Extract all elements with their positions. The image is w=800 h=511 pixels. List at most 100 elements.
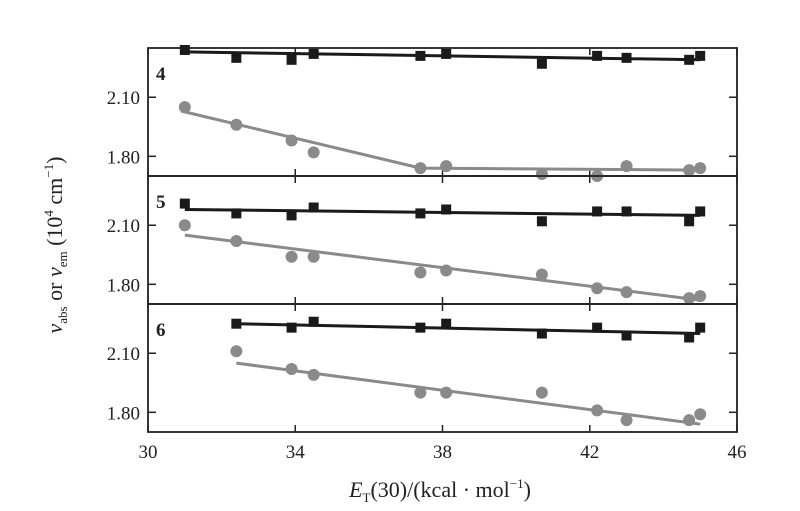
abs-data-point	[536, 58, 547, 69]
em-data-point	[620, 414, 633, 427]
abs-data-point	[441, 204, 452, 215]
y-title-sub-abs: abs	[55, 306, 70, 323]
x-tick-label: 38	[433, 442, 452, 463]
panel-5: 1.80 2.10 5	[107, 175, 738, 305]
abs-data-point	[621, 206, 632, 217]
x-title-sup: −1	[510, 476, 524, 491]
x-tick-label: 34	[286, 442, 306, 463]
abs-data-point	[415, 322, 426, 333]
em-data-point	[178, 101, 191, 114]
y-axis-title: νabs or νem (104 cm−1)	[41, 157, 70, 334]
abs-data-point	[592, 322, 603, 333]
x-title-rest: (30)/(kcal · mol	[370, 477, 509, 502]
abs-data-point	[536, 216, 547, 227]
abs-data-point	[621, 330, 632, 341]
y-title-or: or	[42, 277, 67, 306]
y-tick-label: 2.10	[107, 344, 140, 365]
y-title-nu-abs: ν	[42, 323, 67, 333]
em-data-point	[620, 160, 633, 173]
em-data-point	[230, 234, 243, 247]
x-title-main: E	[348, 477, 363, 502]
em-data-point	[683, 164, 696, 177]
abs-data-point	[684, 332, 695, 343]
em-data-point	[683, 292, 696, 305]
em-data-point	[535, 268, 548, 281]
em-data-point	[440, 264, 453, 277]
abs-data-point	[592, 50, 603, 61]
abs-data-point	[286, 322, 297, 333]
y-title-unit-mid: cm	[42, 178, 67, 210]
y-title-unit-sup2: −1	[41, 164, 56, 178]
em-data-point	[694, 162, 707, 175]
em-data-point	[683, 414, 696, 427]
abs-data-point	[231, 208, 242, 219]
abs-data-point	[415, 50, 426, 61]
em-data-point	[285, 362, 298, 375]
em-data-point	[591, 282, 604, 295]
x-title-close: )	[524, 477, 531, 502]
y-tick-label: 1.80	[107, 403, 140, 424]
abs-data-point	[308, 202, 319, 213]
y-tick-label: 2.10	[107, 216, 140, 237]
abs-data-point	[308, 48, 319, 59]
x-axis: 30 34 38 42 46	[139, 442, 747, 463]
x-tick-label: 46	[728, 442, 747, 463]
y-tick-label: 1.80	[107, 275, 140, 296]
panel-frame	[147, 47, 738, 177]
em-fit-line	[180, 109, 701, 172]
abs-data-point	[308, 316, 319, 327]
x-title-sub: T	[363, 490, 371, 505]
em-data-point	[230, 345, 243, 358]
abs-data-point	[695, 50, 706, 61]
panel-label-6: 6	[156, 320, 166, 341]
abs-data-point	[179, 44, 190, 55]
em-data-point	[414, 162, 427, 175]
abs-data-point	[231, 318, 242, 329]
y-tick-label: 1.80	[107, 147, 140, 168]
em-data-point	[307, 368, 320, 381]
abs-data-point	[684, 216, 695, 227]
abs-data-point	[441, 48, 452, 59]
y-title-nu-em: ν	[42, 267, 67, 277]
em-data-point	[440, 160, 453, 173]
abs-data-point	[592, 206, 603, 217]
abs-data-point	[286, 54, 297, 65]
panel-label-4: 4	[156, 64, 166, 85]
em-data-point	[591, 404, 604, 417]
x-tick-label: 42	[580, 442, 599, 463]
em-data-point	[694, 290, 707, 303]
abs-data-point	[621, 52, 632, 63]
em-data-point	[414, 266, 427, 279]
em-data-point	[694, 408, 707, 421]
em-data-point	[285, 134, 298, 147]
y-title-unit-open: (10	[42, 217, 67, 252]
panel-6: 1.80 2.10 6	[107, 303, 738, 433]
y-title-unit-close: )	[42, 157, 67, 164]
abs-data-point	[415, 208, 426, 219]
em-data-point	[307, 250, 320, 263]
em-data-point	[535, 386, 548, 399]
y-title-unit-sup: 4	[41, 210, 56, 217]
abs-data-point	[179, 198, 190, 209]
em-data-point	[414, 386, 427, 399]
abs-data-point	[286, 210, 297, 221]
em-data-point	[178, 219, 191, 232]
abs-data-point	[684, 54, 695, 65]
em-fit-line	[236, 361, 701, 426]
em-data-point	[620, 286, 633, 299]
panel-4: 1.80 2.10 4	[107, 44, 738, 182]
em-data-point	[535, 168, 548, 181]
y-tick-label: 2.10	[107, 88, 140, 109]
em-data-point	[307, 146, 320, 159]
y-title-sub-em: em	[55, 251, 70, 267]
x-axis-title: ET(30)/(kcal · mol−1)	[348, 476, 531, 505]
abs-data-point	[231, 52, 242, 63]
abs-data-point	[695, 322, 706, 333]
abs-data-point	[695, 206, 706, 217]
em-data-point	[230, 118, 243, 131]
panel-label-5: 5	[156, 192, 166, 213]
abs-data-point	[441, 318, 452, 329]
panels-group: 1.80 2.10 4 1.80 2.10 5 1.80 2.10 6	[107, 44, 738, 433]
x-tick-label: 30	[139, 442, 158, 463]
